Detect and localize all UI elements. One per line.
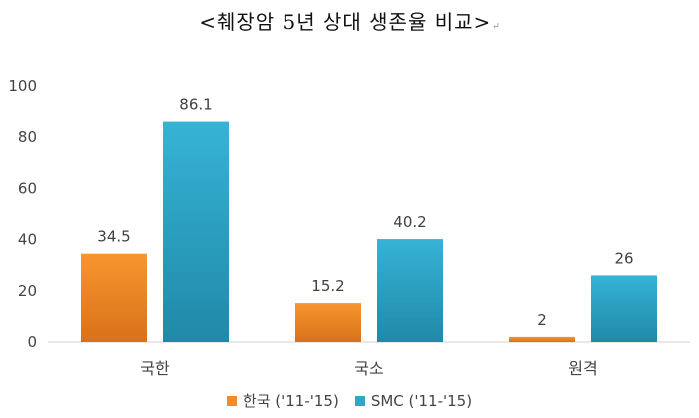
chart-title-text: <췌장암 5년 상대 생존율 비교> — [199, 10, 492, 34]
bars-group: 34.5 86.1 15.2 40.2 2 26 — [81, 96, 657, 342]
y-tick-label: 100 — [8, 77, 37, 95]
bar-smc-1 — [377, 239, 443, 342]
legend-label-smc: SMC ('11-'15) — [370, 391, 473, 410]
data-label: 2 — [537, 311, 547, 329]
data-label: 40.2 — [393, 213, 426, 231]
legend-item-smc: SMC ('11-'15) — [354, 391, 473, 410]
legend: 한국 ('11-'15) SMC ('11-'15) — [0, 390, 699, 411]
data-label: 86.1 — [179, 96, 212, 114]
bar-korea-0 — [81, 253, 147, 342]
y-axis: 0 20 40 60 80 100 — [8, 77, 37, 351]
legend-swatch-smc — [354, 395, 365, 406]
data-label: 15.2 — [311, 277, 344, 295]
bar-smc-0 — [163, 121, 229, 342]
legend-swatch-korea — [226, 395, 237, 406]
bar-korea-2 — [509, 336, 575, 342]
x-tick-label: 국한 — [140, 359, 170, 378]
legend-item-korea: 한국 ('11-'15) — [226, 390, 339, 411]
y-tick-label: 0 — [27, 333, 37, 351]
data-label: 26 — [614, 249, 633, 267]
y-tick-label: 60 — [18, 179, 37, 197]
chart-title: <췌장암 5년 상대 생존율 비교>↵ — [0, 6, 699, 35]
data-label: 34.5 — [97, 228, 130, 246]
x-tick-label: 원격 — [568, 359, 597, 378]
y-tick-label: 80 — [18, 128, 37, 146]
y-tick-label: 20 — [18, 282, 37, 300]
bar-korea-1 — [295, 303, 361, 342]
y-tick-label: 40 — [18, 231, 37, 249]
x-tick-label: 국소 — [354, 359, 383, 378]
legend-label-korea: 한국 ('11-'15) — [242, 392, 339, 410]
x-axis-labels: 국한 국소 원격 — [140, 359, 597, 378]
return-mark-icon: ↵ — [492, 22, 500, 32]
bar-smc-2 — [591, 275, 657, 342]
